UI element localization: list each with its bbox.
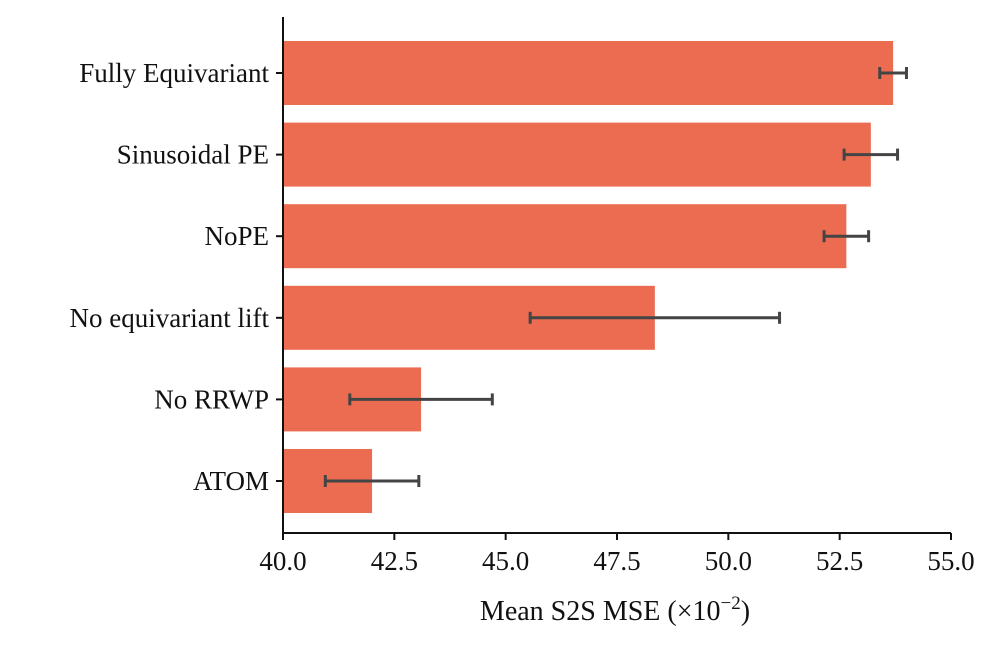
bar-sinusoidal-pe — [283, 122, 871, 187]
error-bar-no-equivariant-lift — [528, 311, 782, 324]
error-bars-layer — [323, 67, 908, 487]
x-axis-title-exponent: −2 — [721, 593, 741, 614]
bar-fully-equivariant — [283, 41, 894, 105]
y-tick-labels-layer: Fully Equivariant Sinusoidal PE NoPE No equ… — [70, 58, 283, 496]
error-bar-nope — [822, 230, 871, 243]
error-bar-atom — [323, 475, 421, 487]
y-tick-label-atom: ATOM — [193, 466, 269, 496]
x-ticks-layer: 40.0 42.5 45.0 47.5 50.0 52.5 55.0 — [259, 533, 975, 576]
bars-layer — [283, 41, 894, 513]
x-axis-title: Mean S2S MSE (×10−2) — [480, 593, 750, 627]
y-tick-label-no-equivariant-lift: No equivariant lift — [70, 303, 270, 333]
error-bar-no-rrwp — [348, 393, 494, 406]
x-axis-title-close: ) — [741, 596, 750, 627]
y-tick-label-no-rrwp: No RRWP — [154, 384, 269, 414]
x-tick-label: 52.5 — [816, 546, 863, 576]
x-tick-label: 40.0 — [259, 546, 306, 576]
error-bar-sinusoidal-pe — [842, 148, 900, 161]
x-tick-label: 45.0 — [482, 546, 529, 576]
error-bar-fully-equivariant — [878, 67, 908, 79]
y-tick-label-nope: NoPE — [204, 221, 269, 251]
y-tick-label-sinusoidal-pe: Sinusoidal PE — [117, 140, 269, 170]
x-axis-title-main: Mean S2S MSE (×10 — [480, 596, 721, 627]
bar-nope — [283, 204, 847, 269]
x-tick-label: 55.0 — [927, 546, 974, 576]
y-tick-label-fully-equivariant: Fully Equivariant — [79, 58, 269, 88]
x-tick-label: 47.5 — [593, 546, 640, 576]
x-tick-label: 42.5 — [371, 546, 418, 576]
x-tick-label: 50.0 — [705, 546, 752, 576]
